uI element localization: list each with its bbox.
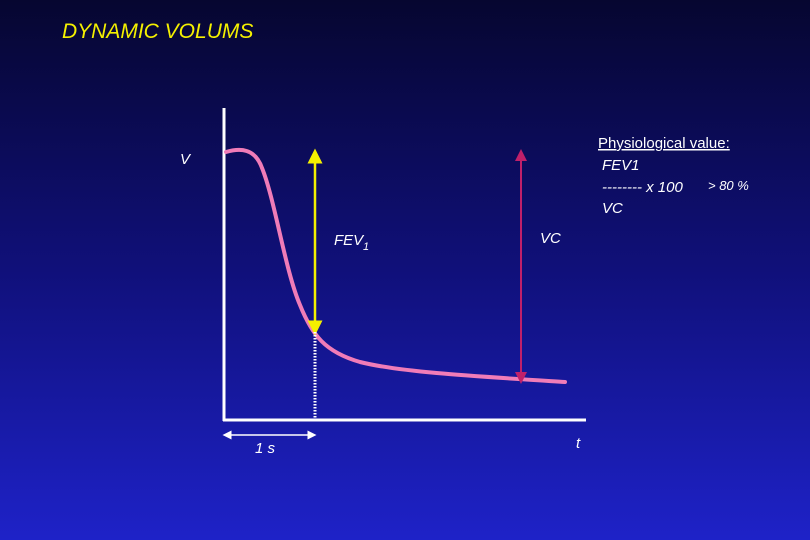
note-denominator: VC <box>602 200 623 217</box>
fev-label: FEV <box>334 232 365 249</box>
note-fraction: -------- x 100 <box>602 179 683 196</box>
one-second-label: 1 s <box>255 440 276 457</box>
slide-title: DYNAMIC VOLUMS <box>62 20 253 43</box>
note-threshold: > 80 % <box>708 178 749 193</box>
time-label: t <box>576 435 581 452</box>
vc-label: VC <box>540 230 561 247</box>
volume-curve <box>224 148 567 384</box>
note-numerator: FEV1 <box>602 157 640 174</box>
fev-subscript: 1 <box>363 241 369 253</box>
volume-label: V <box>180 151 192 168</box>
note-heading: Physiological value: <box>598 135 730 152</box>
